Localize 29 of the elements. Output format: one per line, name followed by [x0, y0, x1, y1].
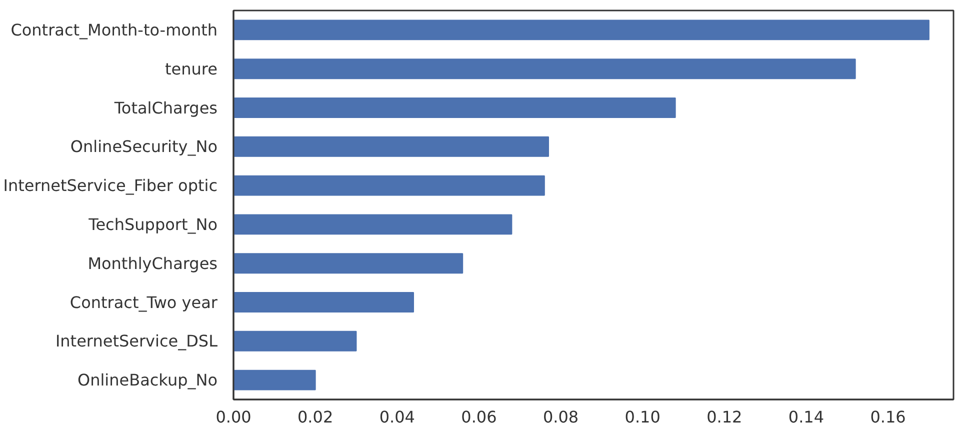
y-tick-label: Contract_Month-to-month [10, 20, 218, 40]
y-tick-label: Contract_Two year [70, 292, 218, 312]
x-tick-label: 0.06 [461, 408, 497, 426]
y-tick-label: TechSupport_No [88, 214, 218, 234]
y-tick-label: TotalCharges [113, 98, 218, 118]
y-tick-label: InternetService_Fiber optic [3, 176, 218, 196]
bar [234, 214, 512, 235]
bar [234, 175, 545, 196]
x-tick-label: 0.14 [788, 408, 824, 426]
bar [234, 20, 930, 40]
y-tick-label: OnlineSecurity_No [70, 137, 218, 156]
bar [234, 98, 676, 118]
x-tick-label: 0.16 [870, 408, 906, 426]
bar [234, 292, 414, 312]
x-tick-label: 0.12 [706, 408, 742, 426]
x-tick-label: 0.10 [624, 408, 660, 426]
x-tick-label: 0.04 [379, 408, 415, 426]
bar [234, 253, 464, 274]
y-tick-label: OnlineBackup_No [77, 370, 218, 390]
bar [234, 330, 357, 352]
y-tick-label: InternetService_DSL [55, 332, 218, 351]
x-tick-label: 0.08 [542, 408, 579, 426]
y-tick-label: MonthlyCharges [88, 254, 218, 273]
x-tick-label: 0.00 [216, 408, 252, 426]
bar [234, 370, 316, 390]
bar [234, 136, 549, 157]
bar [234, 58, 856, 80]
y-tick-label: tenure [165, 59, 218, 78]
x-tick-label: 0.02 [298, 408, 334, 426]
